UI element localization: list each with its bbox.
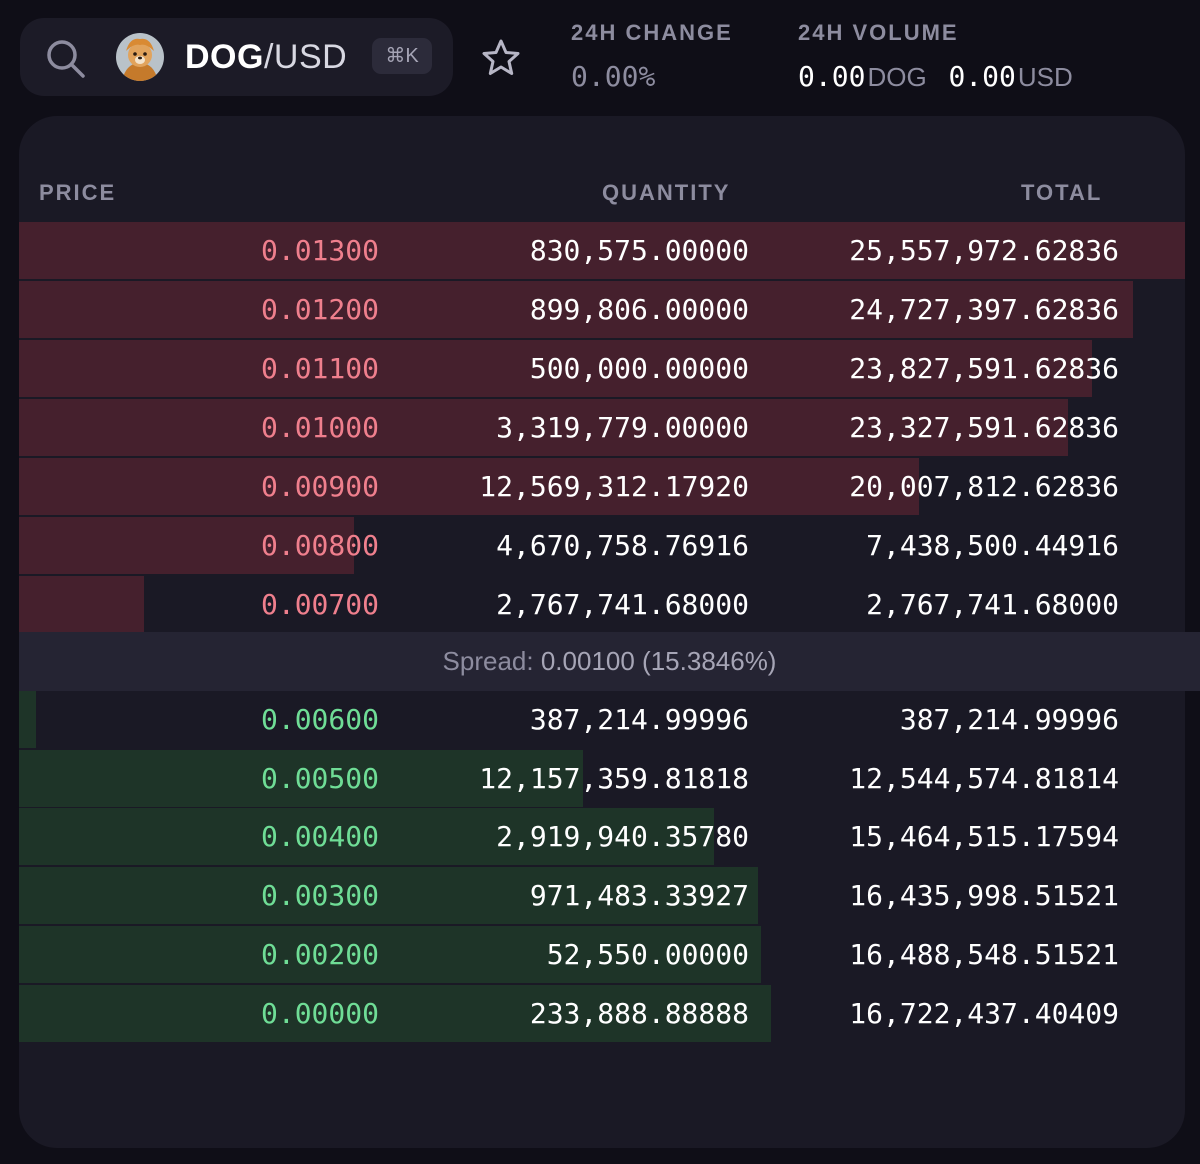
ask-price-cell: 0.00700: [260, 588, 379, 621]
bid-price-cell: 0.00600: [260, 703, 379, 736]
bid-depth-bar: [19, 808, 714, 866]
bid-quantity-cell: 971,483.33927: [529, 879, 749, 913]
ask-price-cell: 0.01100: [260, 352, 379, 385]
ask-depth-bar: [19, 281, 1133, 338]
bid-price-cell: 0.00000: [260, 996, 379, 1030]
ask-quantity-cell: 3,319,779.00000: [496, 411, 749, 444]
ask-quantity-cell: 4,670,758.76916: [496, 529, 749, 562]
pair-label[interactable]: DOG/USD: [185, 38, 347, 77]
ask-depth-bar: [19, 576, 144, 633]
ask-row[interactable]: 0.00700 2,767,741.68000 2,767,741.68000: [19, 576, 1200, 633]
header-quantity: QUANTITY: [602, 180, 731, 205]
change-value: 0.00: [571, 60, 639, 93]
dog-avatar: [116, 33, 164, 81]
bid-depth-bar: [19, 749, 583, 807]
bid-depth-bar: [19, 984, 771, 1042]
ask-total-cell: 24,727,397.62836: [849, 293, 1119, 326]
ask-total-cell: 20,007,812.62836: [849, 470, 1119, 503]
bid-quantity-cell: 2,919,940.35780: [496, 820, 749, 854]
ask-total-cell: 7,438,500.44916: [866, 529, 1119, 562]
stat-label-volume: 24H VOLUME: [798, 20, 959, 45]
ask-price-cell: 0.00900: [260, 470, 379, 503]
ask-quantity-cell: 830,575.00000: [529, 234, 749, 267]
pair-base: DOG: [185, 38, 264, 76]
volume-base-unit: DOG: [867, 62, 927, 92]
ask-price-cell: 0.01000: [260, 411, 379, 444]
ask-row[interactable]: 0.01300 830,575.00000 25,557,972.62836: [19, 222, 1200, 279]
ask-depth-bar: [19, 517, 354, 574]
spread-label: Spread:: [442, 646, 534, 676]
ask-price-cell: 0.00800: [260, 529, 379, 562]
volume-base-value: 0.00: [798, 60, 866, 93]
pair-quote: USD: [273, 38, 348, 76]
ask-row[interactable]: 0.00800 4,670,758.76916 7,438,500.44916: [19, 517, 1200, 574]
bid-quantity-cell: 233,888.88888: [529, 996, 749, 1030]
stat-label-change: 24H CHANGE: [571, 20, 733, 45]
bid-quantity-cell: 12,157,359.81818: [479, 761, 749, 795]
bid-total-cell: 12,544,574.81814: [849, 761, 1119, 795]
bid-quantity-cell: 387,214.99996: [529, 703, 749, 736]
spread-value: 0.00100 (15.3846%): [540, 646, 777, 676]
bid-row[interactable]: 0.00400 2,919,940.35780 15,464,515.17594: [19, 808, 1200, 866]
bid-row[interactable]: 0.00300 971,483.33927 16,435,998.51521: [19, 867, 1200, 925]
ask-price-cell: 0.01200: [260, 293, 379, 326]
search-icon[interactable]: [44, 37, 86, 79]
ask-depth-bar: [19, 399, 1068, 456]
bid-total-cell: 16,722,437.40409: [849, 996, 1119, 1030]
ask-depth-bar: [19, 458, 919, 515]
bid-total-cell: 16,435,998.51521: [849, 879, 1119, 913]
ask-total-cell: 25,557,972.62836: [849, 234, 1119, 267]
ask-depth-bar: [19, 340, 1092, 397]
stat-24h-volume: 24H VOLUME 0.00DOG 0.00USD: [798, 20, 1073, 93]
bid-quantity-cell: 52,550.00000: [546, 937, 749, 971]
market-selector[interactable]: DOG/USD ⌘K: [20, 18, 453, 96]
bid-total-cell: 16,488,548.51521: [849, 937, 1119, 971]
ask-row[interactable]: 0.01200 899,806.00000 24,727,397.62836: [19, 281, 1200, 338]
bid-row[interactable]: 0.00500 12,157,359.81818 12,544,574.81814: [19, 749, 1200, 807]
bid-row[interactable]: 0.00200 52,550.00000 16,488,548.51521: [19, 925, 1200, 983]
ask-row[interactable]: 0.01100 500,000.00000 23,827,591.62836: [19, 340, 1200, 397]
ask-total-cell: 23,827,591.62836: [849, 352, 1119, 385]
bid-depth-bar: [19, 691, 36, 748]
header-total: TOTAL: [1021, 180, 1103, 205]
bid-depth-bar: [19, 867, 758, 925]
ask-total-cell: 23,327,591.62836: [849, 411, 1119, 444]
ask-depth-bar: [19, 222, 1185, 279]
volume-quote-unit: USD: [1017, 62, 1073, 92]
ask-quantity-cell: 12,569,312.17920: [479, 470, 749, 503]
spread-row: Spread: 0.00100 (15.3846%): [19, 632, 1200, 691]
shortcut-badge: ⌘K: [372, 38, 432, 74]
ask-quantity-cell: 500,000.00000: [529, 352, 749, 385]
stat-24h-change: 24H CHANGE 0.00%: [571, 20, 733, 93]
pair-separator: /: [263, 38, 274, 76]
bid-total-cell: 387,214.99996: [899, 703, 1119, 736]
ask-price-cell: 0.01300: [260, 234, 379, 267]
ask-quantity-cell: 2,767,741.68000: [496, 588, 749, 621]
volume-quote-value: 0.00: [948, 60, 1016, 93]
header-price: PRICE: [39, 180, 117, 205]
bid-price-cell: 0.00200: [260, 937, 379, 971]
change-unit: %: [638, 60, 656, 93]
bid-price-cell: 0.00400: [260, 820, 379, 854]
bid-total-cell: 15,464,515.17594: [849, 820, 1119, 854]
star-icon[interactable]: [481, 38, 521, 78]
bid-row[interactable]: 0.00000 233,888.88888 16,722,437.40409: [19, 984, 1200, 1042]
bid-price-cell: 0.00500: [260, 761, 379, 795]
bid-price-cell: 0.00300: [260, 879, 379, 913]
ask-row[interactable]: 0.01000 3,319,779.00000 23,327,591.62836: [19, 399, 1200, 456]
ask-total-cell: 2,767,741.68000: [866, 588, 1119, 621]
ask-quantity-cell: 899,806.00000: [529, 293, 749, 326]
bid-depth-bar: [19, 925, 761, 983]
ask-row[interactable]: 0.00900 12,569,312.17920 20,007,812.62836: [19, 458, 1200, 515]
bid-row[interactable]: 0.00600 387,214.99996 387,214.99996: [19, 691, 1200, 748]
